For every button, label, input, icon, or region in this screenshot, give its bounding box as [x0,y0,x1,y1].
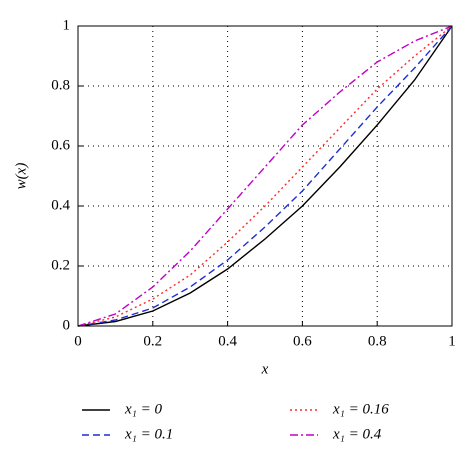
y-tick-label: 0.8 [51,77,70,93]
series-line [77,25,453,327]
plot-frame [77,25,453,327]
series-line [77,25,453,327]
y-tick-label: 0.2 [51,257,70,273]
y-tick-label: 0.6 [51,137,70,153]
x-axis-label: x [261,361,269,377]
x-tick-label: 0.2 [143,333,162,349]
y-tick-label: 1 [63,17,71,33]
legend-label: x₁ = 0.1 [124,426,173,442]
y-axis-label: w(x) [13,163,29,190]
x-tick-label: 1 [448,333,456,349]
legend-label: x₁ = 0.16 [332,401,389,417]
x-tick-label: 0.6 [293,333,312,349]
x-tick-label: 0.8 [368,333,387,349]
x-tick-label: 0.4 [218,333,237,349]
series-line [77,25,453,327]
legend-label: x₁ = 0 [124,401,162,417]
x-tick-label: 0 [74,333,82,349]
series-line [77,25,453,327]
legend-label: x₁ = 0.4 [332,426,382,442]
y-tick-label: 0 [63,317,71,333]
y-tick-label: 0.4 [51,197,70,213]
